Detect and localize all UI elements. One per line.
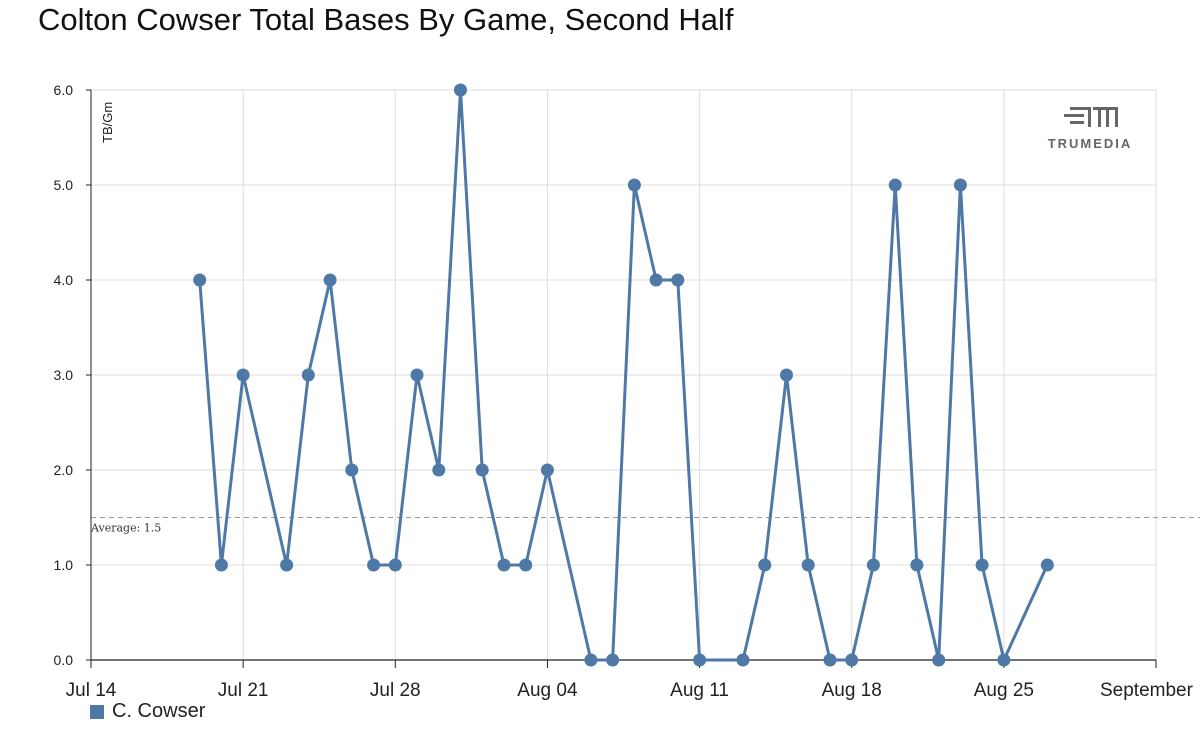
data-point <box>410 368 424 382</box>
data-point <box>866 558 880 572</box>
series-line <box>198 88 1049 662</box>
data-point <box>540 463 554 477</box>
x-tick-label: Aug 18 <box>822 680 882 701</box>
trumedia-logo: TRUMEDIA <box>1040 104 1140 154</box>
data-point <box>367 558 381 572</box>
data-point <box>1040 558 1054 572</box>
x-tick-label: Jul 14 <box>66 680 117 701</box>
data-point <box>345 463 359 477</box>
y-tick-label: 6.0 <box>54 82 74 98</box>
data-point <box>910 558 924 572</box>
average-reference-line: Average: 1.5 <box>90 517 1200 535</box>
data-point <box>454 83 467 97</box>
legend[interactable]: C. Cowser <box>90 700 205 723</box>
data-point <box>323 273 337 287</box>
data-series <box>193 83 1054 667</box>
data-point <box>780 368 793 382</box>
legend-label: C. Cowser <box>112 700 206 722</box>
data-point <box>388 558 402 572</box>
y-tick-label: 1.0 <box>54 557 74 573</box>
data-point <box>693 653 707 667</box>
x-tick-label: Jul 28 <box>370 680 421 701</box>
data-point <box>584 653 598 667</box>
data-point <box>301 368 315 382</box>
data-point <box>236 368 250 382</box>
data-point <box>519 558 533 572</box>
data-point <box>649 273 663 287</box>
data-point <box>801 558 815 572</box>
data-point <box>606 653 620 667</box>
x-tick-label: Aug 25 <box>974 680 1034 701</box>
data-point <box>280 558 294 572</box>
x-tick-label: Aug 04 <box>517 680 578 701</box>
data-point <box>845 653 859 667</box>
data-point <box>758 558 772 572</box>
y-tick-label: 0.0 <box>54 652 74 668</box>
y-tick-label: 2.0 <box>54 462 74 478</box>
data-point <box>627 178 641 192</box>
data-point <box>671 273 685 287</box>
grid-lines <box>91 89 1157 661</box>
data-point <box>475 463 489 477</box>
data-point <box>497 558 511 572</box>
data-point <box>432 463 446 477</box>
data-point <box>214 558 228 572</box>
axes: 0.0 1.0 2.0 3.0 4.0 5.0 6.0 Jul 14 Jul 21 Jul 28 A… <box>54 82 1194 701</box>
y-axis-label: TB/Gm <box>100 102 115 143</box>
x-tick-label: Aug 11 <box>670 680 729 701</box>
legend-swatch <box>90 704 104 719</box>
average-label: Average: 1.5 <box>90 522 161 535</box>
data-point <box>997 653 1011 667</box>
y-tick-label: 5.0 <box>54 177 74 193</box>
trumedia-logo-icon <box>1064 107 1118 127</box>
data-point <box>736 653 750 667</box>
data-point <box>193 273 207 287</box>
data-point <box>932 653 946 667</box>
y-tick-label: 3.0 <box>54 367 74 383</box>
x-tick-label: Jul 21 <box>218 680 269 701</box>
chart-title: Colton Cowser Total Bases By Game, Secon… <box>38 2 734 37</box>
data-point <box>823 653 837 667</box>
logo-text: TRUMEDIA <box>1047 136 1133 151</box>
data-point <box>888 178 902 192</box>
data-point <box>975 558 989 572</box>
data-point <box>953 178 967 192</box>
y-tick-label: 4.0 <box>54 272 74 288</box>
x-tick-label: September <box>1100 680 1194 701</box>
